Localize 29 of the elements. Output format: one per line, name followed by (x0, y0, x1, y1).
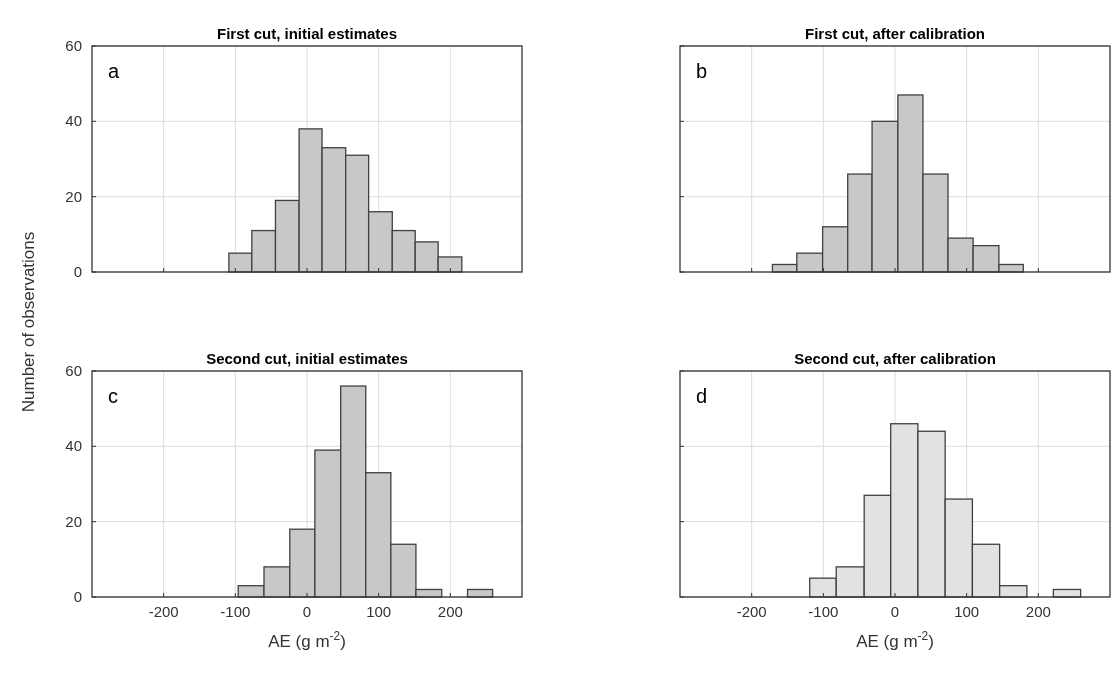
x-tick-label: -100 (220, 603, 251, 620)
y-tick-label: 0 (73, 588, 82, 605)
chart-title: Second cut, initial estimates (206, 350, 408, 367)
annotation: d (696, 385, 708, 407)
y-tick-label: 0 (73, 263, 82, 280)
x-axis-title: AE (g m$^{-2}$) (268, 629, 346, 651)
y-tick-label: 60 (65, 37, 82, 54)
x-tick-label: 0 (890, 603, 900, 620)
chart-title: First cut, after calibration (804, 25, 986, 42)
x-tick-label: -200 (736, 603, 767, 620)
x-tick-label: -100 (808, 603, 839, 620)
x-tick-label: 200 (437, 603, 463, 620)
x-tick-label: 200 (1025, 603, 1051, 620)
x-axis-title: AE (g m$^{-2}$) (856, 629, 934, 651)
annotation: c (108, 385, 118, 407)
x-tick-label: -200 (148, 603, 179, 620)
y-tick-label: 40 (65, 112, 82, 130)
x-tick-label: 0 (302, 603, 312, 620)
annotation: a (108, 60, 120, 82)
annotation: b (696, 60, 708, 82)
y-tick-label: 40 (65, 437, 82, 455)
chart-title: First cut, initial estimates (216, 25, 398, 42)
chart-title: Second cut, after calibration (794, 350, 996, 367)
y-tick-label: 20 (65, 512, 82, 530)
y-tick-label: 60 (65, 362, 82, 379)
y-tick-label: 20 (65, 187, 82, 205)
x-tick-label: 100 (366, 603, 392, 620)
y-axis-title: Number of observations (19, 231, 38, 413)
x-tick-label: 100 (954, 603, 980, 620)
